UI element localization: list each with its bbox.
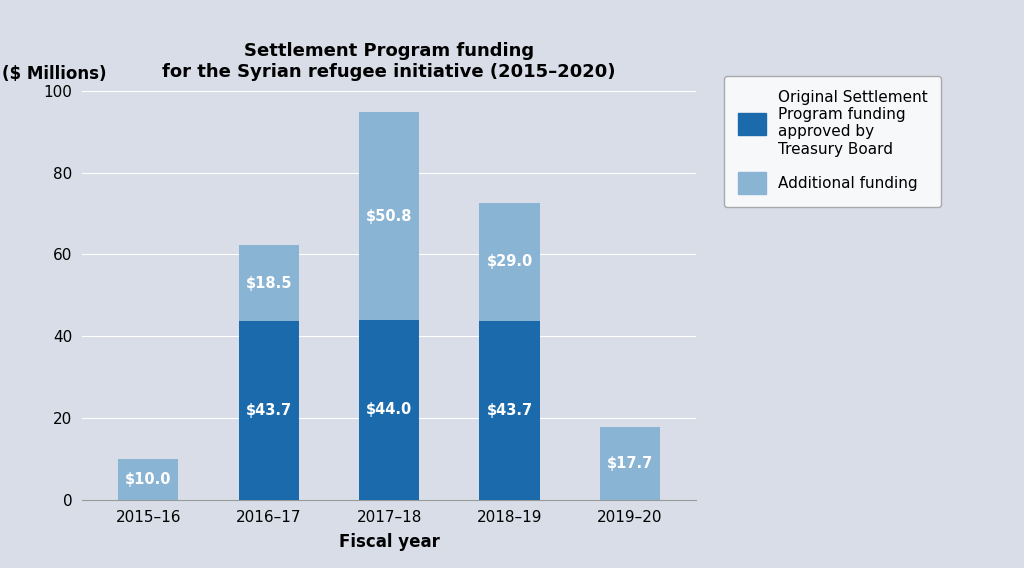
Bar <box>239 245 299 321</box>
Text: $29.0: $29.0 <box>486 254 532 269</box>
X-axis label: Fiscal year: Fiscal year <box>339 533 439 551</box>
Text: $17.7: $17.7 <box>607 456 653 471</box>
Text: $50.8: $50.8 <box>366 208 413 224</box>
Bar <box>600 428 660 500</box>
Bar <box>479 203 540 321</box>
Bar <box>359 112 419 320</box>
Legend: Original Settlement
Program funding
approved by
Treasury Board, Additional fundi: Original Settlement Program funding appr… <box>724 76 941 207</box>
Text: ($ Millions): ($ Millions) <box>2 65 106 83</box>
Text: $43.7: $43.7 <box>246 403 292 418</box>
Text: $43.7: $43.7 <box>486 403 532 418</box>
Text: $18.5: $18.5 <box>246 276 292 291</box>
Bar <box>359 320 419 500</box>
Text: $10.0: $10.0 <box>125 472 171 487</box>
Bar <box>118 459 178 500</box>
Title: Settlement Program funding
for the Syrian refugee initiative (2015–2020): Settlement Program funding for the Syria… <box>163 42 615 81</box>
Bar <box>479 321 540 500</box>
Text: $44.0: $44.0 <box>366 402 413 417</box>
Bar <box>239 321 299 500</box>
